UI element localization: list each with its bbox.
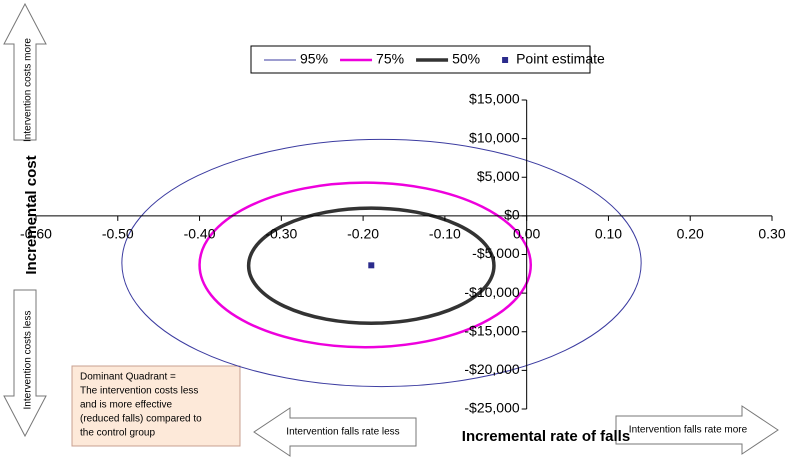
x-tick-label: -0.10 xyxy=(429,226,461,242)
x-tick-label: -0.40 xyxy=(184,226,216,242)
quadrant-label: Intervention falls rate less xyxy=(286,427,399,438)
quadrant-label: Intervention falls rate more xyxy=(629,425,748,436)
confidence-ellipse xyxy=(246,206,496,326)
x-axis-title: Incremental rate of falls xyxy=(462,428,630,445)
x-tick-label: -0.50 xyxy=(102,226,134,242)
note-line: The intervention costs less xyxy=(80,386,198,397)
arrow-up xyxy=(3,2,47,141)
note-line: the control group xyxy=(80,428,155,439)
confidence-ellipse xyxy=(198,181,533,349)
arrow-down xyxy=(3,289,47,438)
note-line: (reduced falls) compared to xyxy=(80,414,202,425)
y-tick-label: -$10,000 xyxy=(464,284,519,300)
arrow-right xyxy=(615,405,779,455)
note-line: and is more effective xyxy=(80,400,173,411)
x-tick-label: 0.20 xyxy=(677,226,704,242)
y-tick-label: $5,000 xyxy=(477,168,520,184)
legend-swatch xyxy=(502,57,509,63)
x-tick-label: -0.30 xyxy=(265,226,297,242)
x-tick-label: -0.60 xyxy=(20,226,52,242)
legend: 95% 75% 50% Point estimate xyxy=(264,51,605,67)
x-tick-label: 0.30 xyxy=(758,226,785,242)
y-tick-label: -$20,000 xyxy=(464,361,519,377)
x-tick-label: -0.20 xyxy=(347,226,379,242)
x-tick-label: 0.00 xyxy=(513,226,540,242)
y-tick-label: $15,000 xyxy=(469,91,520,107)
y-tick-label: -$25,000 xyxy=(464,400,519,416)
quadrant-label: Intervention costs less xyxy=(23,311,34,410)
legend-label: 95% xyxy=(300,51,328,67)
y-tick-label: $10,000 xyxy=(469,129,520,145)
x-tick-label: 0.10 xyxy=(595,226,622,242)
note: Dominant Quadrant = The intervention cost… xyxy=(80,372,202,439)
legend-label: 75% xyxy=(376,51,404,67)
plot: -0.60 -0.50 -0.40 -0.30 -0.20 -0.10 0.00 0.10 0.… xyxy=(20,91,786,416)
arrow-left xyxy=(253,407,417,457)
legend-label: 50% xyxy=(452,51,480,67)
confidence-ellipse xyxy=(121,138,642,388)
note-line: Dominant Quadrant = xyxy=(80,372,176,383)
legend-label: Point estimate xyxy=(516,51,605,67)
quadrant-label: Intervention costs more xyxy=(23,38,34,142)
y-axis-title: Incremental cost xyxy=(23,155,40,274)
note-box xyxy=(71,365,241,447)
point-estimate xyxy=(368,262,375,269)
y-tick-label: -$5,000 xyxy=(472,245,520,261)
y-tick-label: -$15,000 xyxy=(464,322,519,338)
y-tick-label: $0 xyxy=(504,207,520,223)
